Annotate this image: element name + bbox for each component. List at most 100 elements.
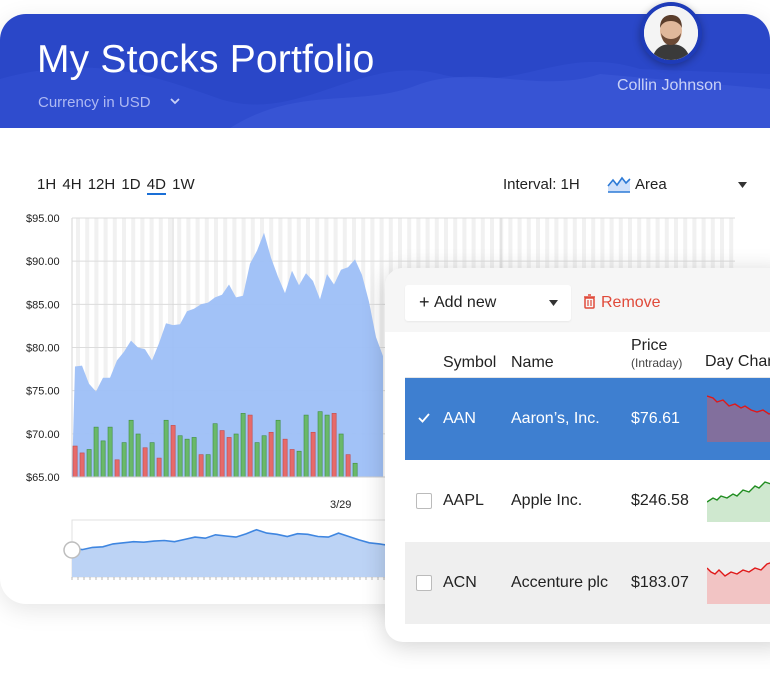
y-tick-label: $85.00 bbox=[26, 299, 60, 311]
column-name[interactable]: Name bbox=[511, 354, 554, 371]
volume-bar bbox=[289, 449, 295, 478]
volume-bar bbox=[205, 454, 211, 478]
avatar-frame[interactable] bbox=[640, 2, 702, 64]
grid-toolbar: + Add new Remove bbox=[385, 268, 770, 332]
sparkline-mixed bbox=[707, 562, 770, 604]
volume-bar bbox=[142, 447, 148, 478]
range-4d[interactable]: 4D bbox=[146, 176, 166, 195]
volume-bar bbox=[86, 449, 92, 478]
stocks-grid-panel: + Add new Remove Symbol Name Price (Intr… bbox=[385, 268, 770, 642]
volume-bar bbox=[100, 440, 106, 478]
volume-bar bbox=[261, 435, 267, 478]
remove-button[interactable]: Remove bbox=[583, 294, 661, 314]
plus-icon: + bbox=[419, 292, 430, 312]
user-name: Collin Johnson bbox=[617, 77, 722, 94]
table-row[interactable]: AAN Aaron’s, Inc. $76.61 bbox=[405, 378, 770, 460]
caret-down-icon bbox=[549, 300, 558, 306]
volume-bar bbox=[338, 433, 344, 478]
row-checkbox[interactable] bbox=[416, 493, 432, 509]
volume-bar bbox=[156, 457, 162, 478]
volume-bar bbox=[93, 426, 99, 478]
volume-bar bbox=[317, 411, 323, 478]
remove-label: Remove bbox=[601, 294, 661, 311]
y-tick-label: $70.00 bbox=[26, 429, 60, 441]
header-wave-decoration bbox=[0, 61, 770, 128]
cell-price: $183.07 bbox=[631, 574, 689, 591]
volume-bar bbox=[296, 450, 302, 478]
trash-icon bbox=[584, 294, 595, 309]
add-new-button[interactable]: + Add new bbox=[405, 285, 571, 321]
page-title: My Stocks Portfolio bbox=[37, 38, 375, 81]
chevron-down-icon[interactable] bbox=[168, 94, 182, 108]
cell-symbol: AAN bbox=[443, 410, 476, 427]
range-1w[interactable]: 1W bbox=[172, 176, 195, 193]
user-avatar-illustration bbox=[644, 6, 698, 60]
volume-bar bbox=[233, 433, 239, 478]
volume-bar bbox=[324, 414, 330, 478]
column-symbol[interactable]: Symbol bbox=[443, 354, 497, 371]
cell-name: Accenture plc bbox=[511, 574, 608, 591]
volume-bar bbox=[303, 414, 309, 478]
table-row[interactable]: ACN Accenture plc $183.07 bbox=[405, 542, 770, 624]
y-tick-label: $65.00 bbox=[26, 472, 60, 484]
volume-bar bbox=[198, 454, 204, 478]
volume-bar bbox=[184, 438, 190, 478]
volume-bar bbox=[128, 419, 134, 478]
table-row[interactable]: AAPL Apple Inc. $246.58 bbox=[405, 460, 770, 542]
navigator-line bbox=[71, 528, 401, 551]
cell-price: $246.58 bbox=[631, 492, 689, 509]
currency-selector[interactable]: Currency in USD bbox=[38, 94, 151, 111]
y-tick-label: $95.00 bbox=[26, 213, 60, 225]
volume-bar bbox=[163, 419, 169, 478]
range-1d[interactable]: 1D bbox=[121, 176, 141, 193]
volume-bar bbox=[275, 419, 281, 478]
checkmark-icon[interactable] bbox=[418, 413, 430, 423]
volume-bar bbox=[254, 442, 260, 478]
volume-bar bbox=[114, 459, 120, 478]
volume-bar bbox=[79, 452, 85, 478]
volume-bar bbox=[352, 462, 358, 478]
volume-bar bbox=[191, 437, 197, 478]
volume-bar bbox=[310, 431, 316, 478]
chart-type-selector[interactable]: Area bbox=[635, 176, 667, 193]
volume-bar bbox=[149, 442, 155, 478]
volume-bar bbox=[268, 431, 274, 478]
grid-header: Symbol Name Price (Intraday) Day Chan bbox=[405, 332, 770, 378]
cell-name: Aaron’s, Inc. bbox=[511, 410, 600, 427]
y-tick-label: $80.00 bbox=[26, 343, 60, 355]
column-price[interactable]: Price bbox=[631, 337, 668, 354]
volume-bar bbox=[282, 438, 288, 478]
volume-bar bbox=[331, 413, 337, 478]
y-tick-label: $75.00 bbox=[26, 386, 60, 398]
volume-bar bbox=[226, 437, 232, 478]
y-tick-label: $90.00 bbox=[26, 256, 60, 268]
cell-name: Apple Inc. bbox=[511, 492, 583, 509]
volume-bar bbox=[240, 413, 246, 478]
volume-bar bbox=[107, 426, 113, 478]
add-new-label: Add new bbox=[434, 294, 497, 311]
range-12h[interactable]: 12H bbox=[87, 176, 116, 193]
volume-bar bbox=[345, 454, 351, 478]
volume-bar bbox=[170, 425, 176, 478]
volume-bar bbox=[72, 445, 78, 478]
volume-bar bbox=[212, 423, 218, 478]
sparkline-down bbox=[707, 395, 770, 442]
cell-symbol: ACN bbox=[443, 574, 477, 591]
volume-bar bbox=[121, 442, 127, 478]
area-chart-icon bbox=[607, 176, 631, 193]
cell-price: $76.61 bbox=[631, 410, 680, 427]
x-tick-label: 3/29 bbox=[330, 499, 351, 511]
volume-bar bbox=[135, 433, 141, 478]
volume-bar bbox=[219, 430, 225, 478]
column-day-change[interactable]: Day Chan bbox=[705, 353, 770, 370]
caret-down-icon[interactable] bbox=[738, 182, 747, 188]
navigator-handle[interactable] bbox=[63, 541, 81, 559]
volume-bar bbox=[247, 414, 253, 478]
cell-symbol: AAPL bbox=[443, 492, 484, 509]
interval-label[interactable]: Interval: 1H bbox=[503, 176, 580, 193]
time-range-selector: 1H 4H 12H 1D 4D 1W bbox=[37, 176, 197, 195]
range-1h[interactable]: 1H bbox=[37, 176, 57, 193]
row-checkbox[interactable] bbox=[416, 575, 432, 591]
sparkline-up bbox=[707, 481, 770, 522]
range-4h[interactable]: 4H bbox=[62, 176, 82, 193]
